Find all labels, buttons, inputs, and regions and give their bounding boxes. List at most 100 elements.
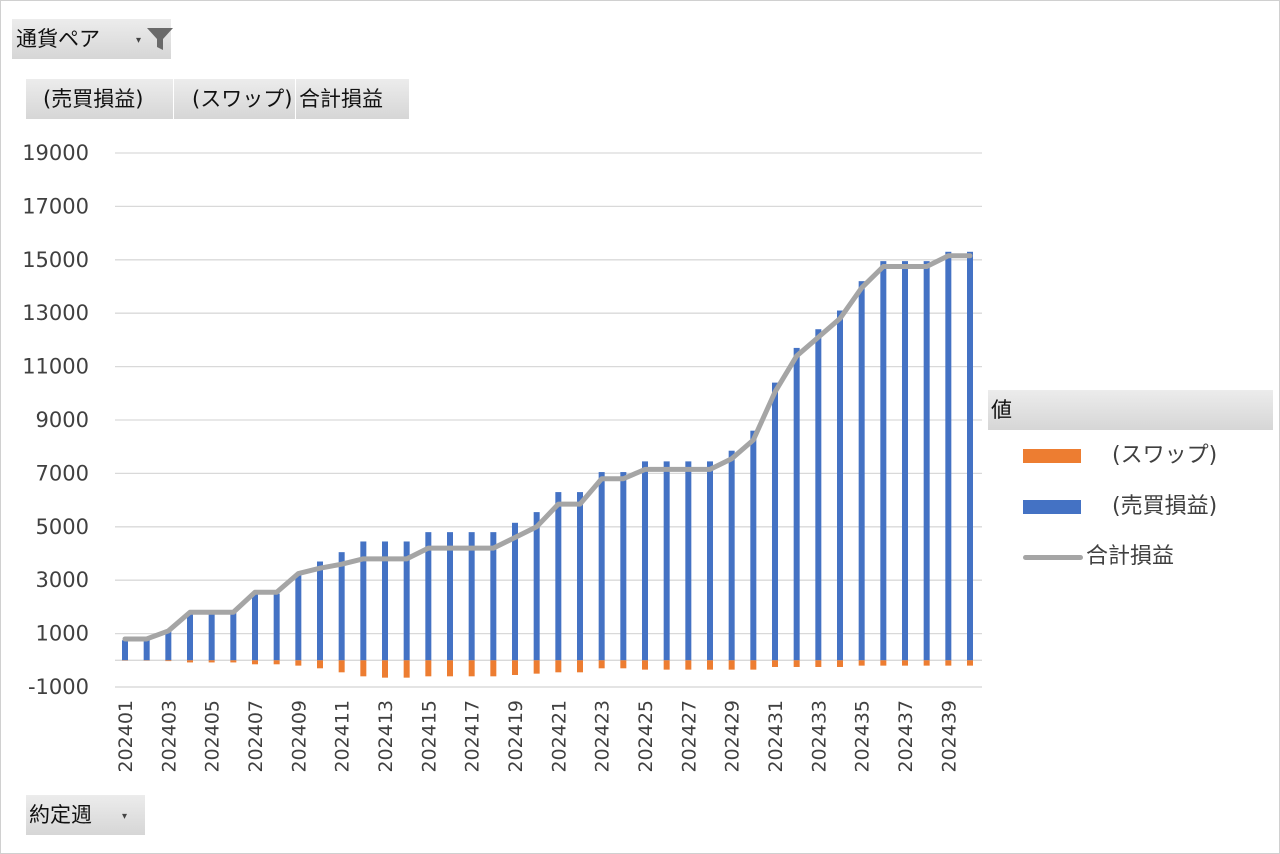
trade-pl-bar <box>143 640 150 661</box>
swap-bar <box>945 660 952 666</box>
swap-bar <box>187 660 193 663</box>
trade-pl-bar <box>663 461 670 661</box>
x-tick-label: 202439 <box>938 700 960 773</box>
swap-bar <box>902 660 908 666</box>
x-tick-label: 202427 <box>678 700 700 773</box>
trade-pl-bar <box>728 450 735 661</box>
legend-field-trading-pl[interactable]: (売買損益) <box>26 79 174 119</box>
trade-pl-bar <box>598 472 605 661</box>
swap-bar <box>620 660 627 669</box>
x-tick-label: 202431 <box>765 700 787 773</box>
swap-bar <box>793 660 800 667</box>
trade-week-axis-button[interactable]: 約定週 ▾ <box>26 795 146 835</box>
swap-bar <box>663 660 670 670</box>
legend-field-label: (スワップ) <box>192 87 293 111</box>
x-tick-label: 202423 <box>592 700 614 773</box>
y-tick-label: 19000 <box>22 141 89 165</box>
swap-bar <box>360 660 367 677</box>
y-tick-label: 9000 <box>36 408 89 432</box>
bars <box>122 251 973 678</box>
swap-bar <box>165 660 172 662</box>
y-tick-label: 13000 <box>22 301 89 325</box>
legend-swatch-total-pl <box>1023 555 1083 560</box>
trade-pl-bar <box>837 310 843 661</box>
trade-pl-bar <box>967 251 973 661</box>
legend-swatch-swap <box>1023 449 1081 463</box>
legend-label-swap: (スワップ) <box>1112 443 1218 468</box>
trade-pl-bar <box>512 522 518 661</box>
swap-bar <box>252 660 258 665</box>
x-tick-label: 202403 <box>158 700 180 773</box>
swap-bar <box>923 660 930 666</box>
x-tick-label: 202413 <box>375 700 397 773</box>
swap-bar <box>208 660 215 663</box>
total-line <box>122 253 973 642</box>
swap-bar <box>273 660 280 665</box>
swap-bar <box>555 660 562 673</box>
legend-field-label: (売買損益) <box>43 87 144 111</box>
swap-bar <box>837 660 843 667</box>
trade-pl-bar <box>338 552 345 661</box>
swap-bar <box>707 660 713 670</box>
trade-week-label: 約定週 <box>29 803 92 827</box>
trade-pl-bar <box>425 532 432 661</box>
gridlines <box>115 152 982 688</box>
trade-pl-bar <box>880 261 887 661</box>
x-tick-label: 202425 <box>635 700 657 773</box>
total-pl-line <box>122 253 973 642</box>
trade-pl-bar <box>208 612 215 661</box>
legend-swatch-trading-pl <box>1023 500 1081 514</box>
x-tick-label: 202415 <box>418 700 440 773</box>
trade-pl-bar <box>707 461 713 661</box>
trade-pl-bar <box>273 593 280 661</box>
trade-pl-bar <box>360 541 367 661</box>
x-tick-label: 202409 <box>288 700 310 773</box>
x-tick-label: 202417 <box>462 700 484 773</box>
swap-bar <box>598 660 605 669</box>
trade-pl-bar <box>295 573 302 661</box>
trade-pl-bar <box>490 532 497 661</box>
x-tick-label: 202421 <box>548 700 570 773</box>
dropdown-arrow-icon: ▾ <box>136 35 142 46</box>
x-tick-label: 202405 <box>202 700 224 773</box>
x-tick-label: 202407 <box>245 700 267 773</box>
swap-bar <box>815 660 822 667</box>
swap-bar <box>512 660 518 675</box>
trade-pl-bar <box>902 261 908 661</box>
trade-pl-bar <box>815 329 822 661</box>
legend-label-trading-pl: (売買損益) <box>1112 494 1218 519</box>
swap-bar <box>750 660 757 670</box>
trade-pl-bar <box>685 461 692 661</box>
trade-pl-bar <box>750 430 757 661</box>
legend-field-label: 合計損益 <box>299 87 383 111</box>
swap-bar <box>317 660 323 669</box>
legend-field-swap[interactable]: (スワップ) <box>174 79 296 119</box>
legend-field-total-pl[interactable]: 合計損益 <box>296 79 410 119</box>
x-tick-label: 202435 <box>852 700 874 773</box>
legend-values-header: 値 <box>988 390 1273 430</box>
swap-bar <box>685 660 692 670</box>
swap-bar <box>295 660 302 666</box>
y-tick-label: -1000 <box>28 675 89 699</box>
trade-pl-bar <box>122 640 128 661</box>
swap-bar <box>425 660 432 677</box>
trade-pl-bar <box>468 532 475 661</box>
swap-bar <box>490 660 497 677</box>
currency-pair-label: 通貨ペア <box>16 27 100 51</box>
swap-bar <box>447 660 453 677</box>
swap-bar <box>533 660 540 674</box>
x-tick-label: 202411 <box>332 700 354 773</box>
currency-pair-filter-button[interactable]: 通貨ペア ▾ <box>12 19 173 59</box>
x-tick-label: 202419 <box>505 700 527 773</box>
swap-bar <box>403 660 410 678</box>
x-tick-label: 202433 <box>808 700 830 773</box>
y-axis-ticks: -1000 1000 3000 5000 7000 9000 11000 13000 15000… <box>22 141 89 699</box>
trade-pl-bar <box>533 512 540 661</box>
trade-pl-bar <box>577 492 583 661</box>
y-tick-label: 5000 <box>36 515 89 539</box>
swap-bar <box>642 660 648 670</box>
x-tick-label: 202429 <box>722 700 744 773</box>
trade-pl-bar <box>252 593 258 661</box>
x-tick-label: 202437 <box>895 700 917 773</box>
swap-bar <box>728 660 735 670</box>
